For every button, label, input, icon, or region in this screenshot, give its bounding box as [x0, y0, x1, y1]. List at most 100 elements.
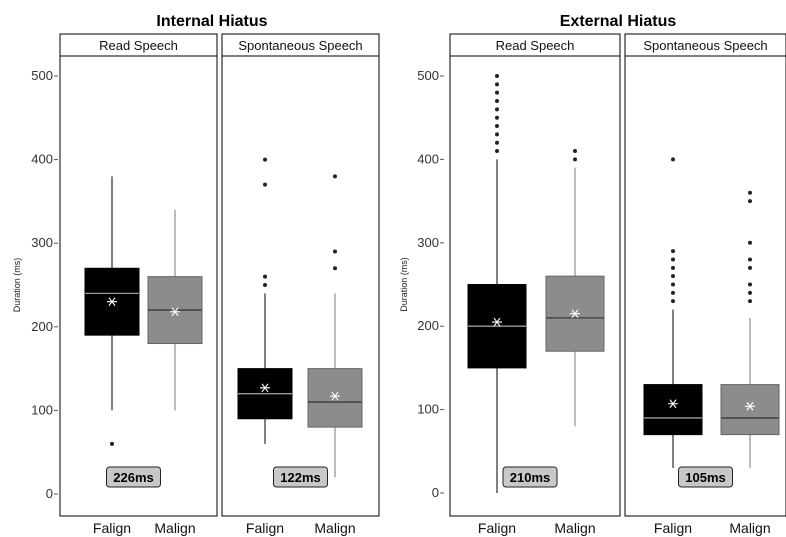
outlier-point [495, 107, 499, 112]
chart-title: External Hiatus [560, 13, 677, 30]
y-tick-label: 200 [417, 318, 439, 333]
outlier-point [748, 282, 752, 287]
mean-marker [170, 307, 180, 317]
x-category-label: Malign [554, 520, 595, 536]
panel-strip-label: Read Speech [99, 38, 178, 53]
outlier-point [573, 157, 577, 162]
box-iqr [307, 368, 363, 428]
y-tick-label: 200 [31, 319, 53, 334]
annotation-badge [678, 466, 733, 488]
mean-marker [330, 391, 340, 401]
mean-marker [260, 383, 270, 393]
x-category-label: Malign [154, 520, 195, 536]
annotation-badge [502, 466, 558, 488]
box-iqr [643, 384, 703, 436]
y-tick-label: 300 [31, 235, 53, 250]
outlier-point [748, 257, 752, 262]
x-category-label: Falign [246, 520, 284, 536]
outlier-point [748, 199, 752, 204]
panel-2: Spontaneous Speech Falign Malign 122ms [221, 33, 380, 536]
panel-strip-label: Spontaneous Speech [238, 38, 362, 53]
outlier-point [671, 265, 675, 270]
chart-group-2: External Hiatus Duration (ms) 0 100 200 300 40… [399, 13, 786, 536]
y-tick-label: 500 [417, 68, 439, 83]
outlier-point [671, 299, 675, 304]
outlier-point [573, 149, 577, 154]
panel-frame [221, 55, 380, 517]
outlier-point [671, 257, 675, 262]
y-tick-label: 500 [31, 68, 53, 83]
outlier-point [263, 157, 267, 162]
x-category-label: Malign [314, 520, 355, 536]
y-tick-label: 400 [31, 152, 53, 167]
outlier-point [495, 90, 499, 95]
box-malign [307, 174, 363, 478]
annotation-label: 210ms [510, 470, 550, 485]
outlier-point [671, 290, 675, 295]
y-tick-label: 0 [432, 485, 439, 500]
annotation-badge [273, 466, 328, 488]
mean-marker [492, 317, 502, 327]
outlier-point [495, 82, 499, 87]
x-category-label: Falign [654, 520, 692, 536]
outlier-point [748, 240, 752, 245]
outlier-point [263, 283, 267, 287]
x-category-label: Malign [729, 520, 770, 536]
x-category-label: Falign [478, 520, 516, 536]
mean-marker [668, 399, 678, 409]
y-axis-label: Duration (ms) [399, 257, 409, 312]
y-tick-label: 100 [31, 402, 53, 417]
outlier-point [333, 266, 337, 271]
box-falign [84, 176, 140, 446]
box-malign [545, 149, 605, 427]
mean-marker [570, 309, 580, 319]
outlier-point [333, 249, 337, 254]
outlier-point [110, 441, 114, 446]
outlier-point [495, 149, 499, 154]
panel-frame [59, 55, 218, 517]
box-iqr [720, 384, 780, 436]
panel-strip-label: Read Speech [496, 38, 575, 53]
annotation-label: 105ms [685, 470, 725, 485]
outlier-point [671, 282, 675, 287]
annotation-badge [106, 466, 161, 488]
panel-1: Read Speech Falign Malign 210ms [449, 33, 621, 536]
y-axis-label: Duration (ms) [12, 258, 22, 313]
outlier-point [671, 249, 675, 254]
y-tick-label: 300 [417, 235, 439, 250]
outlier-point [495, 140, 499, 145]
chart-group-1: Internal Hiatus Duration (ms) 0 100 200 300 40… [12, 13, 380, 536]
outlier-point [495, 124, 499, 129]
x-category-label: Falign [93, 520, 131, 536]
outlier-point [263, 274, 267, 279]
annotation-label: 122ms [280, 470, 320, 485]
outlier-point [495, 115, 499, 120]
box-falign [643, 157, 703, 468]
mean-marker [745, 401, 755, 411]
panel-1: Read Speech Falign Malign 226ms [59, 33, 218, 536]
chart-title: Internal Hiatus [156, 13, 267, 30]
outlier-point [748, 265, 752, 270]
outlier-point [495, 74, 499, 78]
outlier-point [263, 182, 267, 187]
outlier-point [671, 157, 675, 162]
box-falign [237, 157, 293, 444]
outlier-point [333, 174, 337, 179]
mean-marker [107, 297, 117, 307]
y-tick-label: 400 [417, 151, 439, 166]
panel-strip-label: Spontaneous Speech [643, 38, 767, 53]
panel-frame [449, 55, 621, 517]
y-tick-label: 0 [46, 486, 53, 501]
annotation-label: 226ms [113, 470, 153, 485]
box-malign [147, 209, 203, 411]
outlier-point [748, 290, 752, 295]
panel-2: Spontaneous Speech Falign Malign 105ms [624, 33, 786, 536]
outlier-point [671, 274, 675, 279]
panel-frame [624, 55, 786, 517]
outlier-point [495, 99, 499, 104]
box-malign [720, 190, 780, 468]
outlier-point [748, 299, 752, 304]
outlier-point [748, 190, 752, 195]
outlier-point [495, 132, 499, 137]
